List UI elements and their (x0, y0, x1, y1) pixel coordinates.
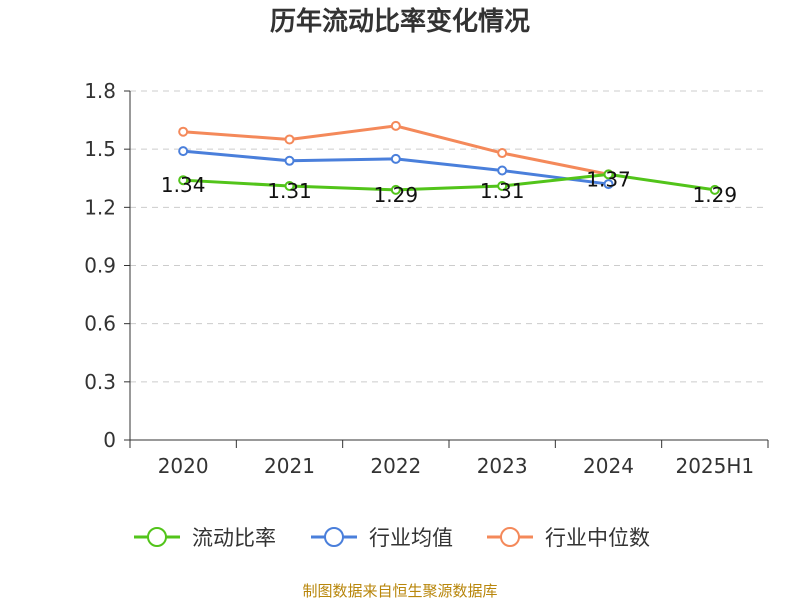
x-tick-label: 2025H1 (675, 454, 754, 478)
x-tick-label: 2022 (370, 454, 421, 478)
data-point (390, 184, 401, 195)
y-tick-label: 0.9 (84, 254, 116, 278)
x-tick-label: 2024 (583, 454, 634, 478)
y-tick-label: 0 (103, 428, 116, 452)
data-point (390, 120, 401, 131)
x-tick-label: 2021 (264, 454, 315, 478)
y-tick-label: 0.3 (84, 370, 116, 394)
series-1 (178, 146, 614, 190)
legend-item[interactable]: 行业均值 (311, 526, 453, 550)
axes: 0 0.3 0.6 0.9 1.2 1.5 1.8 2020 2021 2022 2023 2024 2… (84, 79, 769, 478)
data-point (178, 146, 189, 157)
legend-marker (147, 527, 167, 547)
data-label: 1.34 (161, 173, 206, 197)
source-note: 制图数据来自恒生聚源数据库 (302, 582, 497, 600)
data-point (603, 169, 614, 180)
x-tick-label: 2020 (158, 454, 209, 478)
data-label: 1.29 (374, 183, 419, 207)
y-tick-label: 1.8 (84, 79, 116, 103)
data-label: 1.29 (693, 183, 738, 207)
data-point (497, 148, 508, 159)
legend-label: 行业中位数 (545, 526, 650, 550)
data-label: 1.37 (586, 167, 631, 191)
data-point (390, 153, 401, 164)
legend-marker (500, 527, 520, 547)
data-point (709, 184, 720, 195)
series-2 (178, 120, 614, 180)
series-line (183, 124, 609, 176)
x-tick-label: 2023 (477, 454, 528, 478)
y-tick-label: 0.6 (84, 312, 116, 336)
chart-title: 历年流动比率变化情况 (270, 6, 530, 37)
data-label: 1.31 (267, 179, 312, 203)
legend: 流动比率 行业均值 行业中位数 (134, 526, 650, 550)
series-0 (178, 169, 720, 195)
data-point (497, 181, 508, 192)
data-labels: 1.34 1.31 1.29 1.31 1.37 1.29 (161, 167, 737, 207)
legend-label: 流动比率 (192, 526, 276, 550)
data-label: 1.31 (480, 179, 525, 203)
series-line (183, 172, 716, 192)
data-point (178, 126, 189, 137)
y-tick-label: 1.5 (84, 137, 116, 161)
data-point (284, 181, 295, 192)
legend-label: 行业均值 (369, 526, 453, 550)
data-point (497, 165, 508, 176)
series-layer (178, 120, 720, 195)
data-point (178, 175, 189, 186)
legend-item[interactable]: 行业中位数 (487, 526, 650, 550)
data-point (284, 134, 295, 145)
legend-item[interactable]: 流动比率 (134, 526, 276, 550)
data-point (284, 155, 295, 166)
data-point (603, 179, 614, 190)
grid-lines (130, 90, 768, 383)
legend-marker (324, 527, 344, 547)
y-tick-label: 1.2 (84, 195, 116, 219)
